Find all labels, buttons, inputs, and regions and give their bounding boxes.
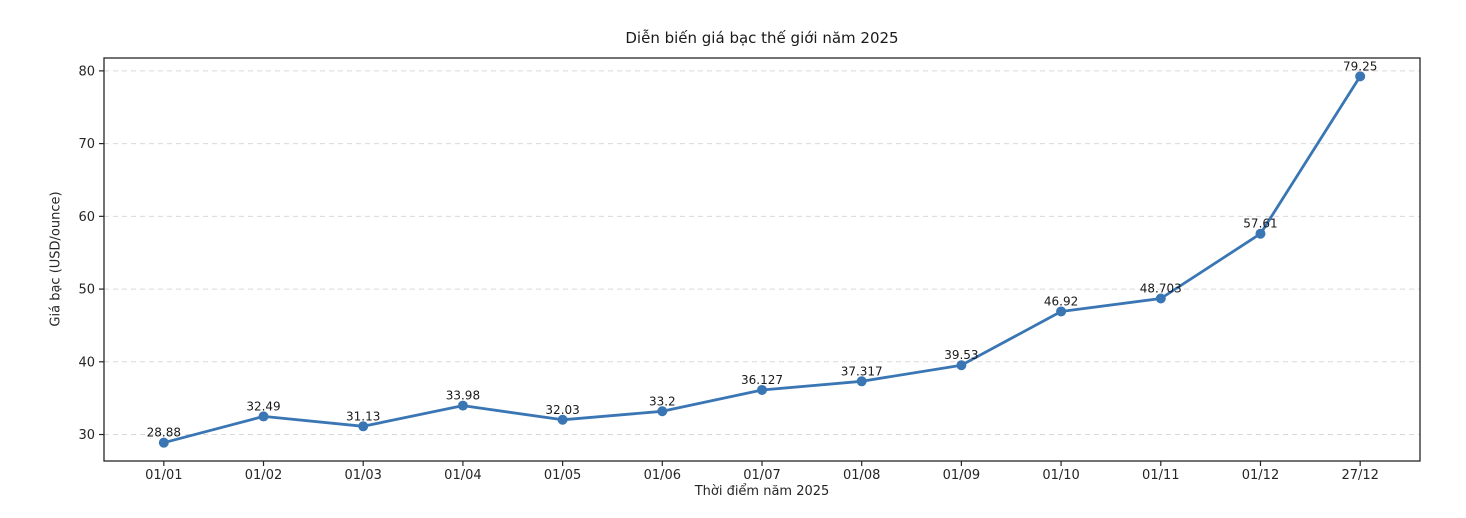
data-point-marker xyxy=(657,406,668,417)
x-tick-label: 01/03 xyxy=(344,468,381,483)
x-tick-label: 01/04 xyxy=(444,468,481,483)
data-point-label: 39.53 xyxy=(944,348,978,362)
x-tick-label: 01/06 xyxy=(644,468,681,483)
y-tick-label: 40 xyxy=(78,355,95,370)
data-point-label: 31.13 xyxy=(346,409,380,423)
x-tick-label: 01/09 xyxy=(943,468,980,483)
data-point-marker xyxy=(358,421,369,432)
x-tick-label: 01/01 xyxy=(145,468,182,483)
chart-title: Diễn biến giá bạc thế giới năm 2025 xyxy=(625,29,899,47)
data-point-marker xyxy=(557,414,568,425)
x-tick-label: 27/12 xyxy=(1341,468,1378,483)
data-point-label: 48.703 xyxy=(1140,281,1182,295)
data-point-label: 32.03 xyxy=(545,403,579,417)
y-axis-label: Giá bạc (USD/ounce) xyxy=(48,191,64,327)
data-point-marker xyxy=(757,384,767,395)
x-tick-label: 01/02 xyxy=(245,468,282,483)
data-point-label: 33.2 xyxy=(649,394,676,408)
x-axis-label: Thời điểm năm 2025 xyxy=(694,484,830,499)
data-point-label: 32.49 xyxy=(246,399,280,413)
x-tick-label: 01/07 xyxy=(743,468,780,483)
data-point-label: 57.61 xyxy=(1243,217,1277,231)
data-point-marker xyxy=(1255,228,1266,239)
data-point-label: 36.127 xyxy=(741,373,783,387)
data-point-marker xyxy=(1056,306,1067,317)
data-point-label: 28.88 xyxy=(147,426,181,440)
x-tick-label: 01/05 xyxy=(544,468,581,483)
data-point-marker xyxy=(258,411,269,422)
y-tick-label: 30 xyxy=(78,428,95,443)
y-tick-label: 70 xyxy=(78,137,95,152)
data-point-label: 79.25 xyxy=(1343,59,1377,73)
x-tick-label: 01/08 xyxy=(843,468,880,483)
x-tick-label: 01/10 xyxy=(1042,468,1079,483)
data-point-marker xyxy=(1155,293,1166,304)
y-tick-label: 60 xyxy=(78,210,95,225)
data-point-marker xyxy=(1355,71,1366,82)
data-point-label: 37.317 xyxy=(841,364,883,378)
y-tick-label: 80 xyxy=(78,64,95,79)
data-point-label: 33.98 xyxy=(446,389,480,403)
data-point-label: 46.92 xyxy=(1044,294,1078,308)
y-tick-label: 50 xyxy=(78,283,95,298)
data-point-marker xyxy=(158,437,169,448)
x-tick-label: 01/11 xyxy=(1142,468,1179,483)
data-point-marker xyxy=(956,360,967,371)
x-tick-label: 01/12 xyxy=(1242,468,1279,483)
data-point-marker xyxy=(457,400,468,411)
data-point-marker xyxy=(856,376,867,387)
